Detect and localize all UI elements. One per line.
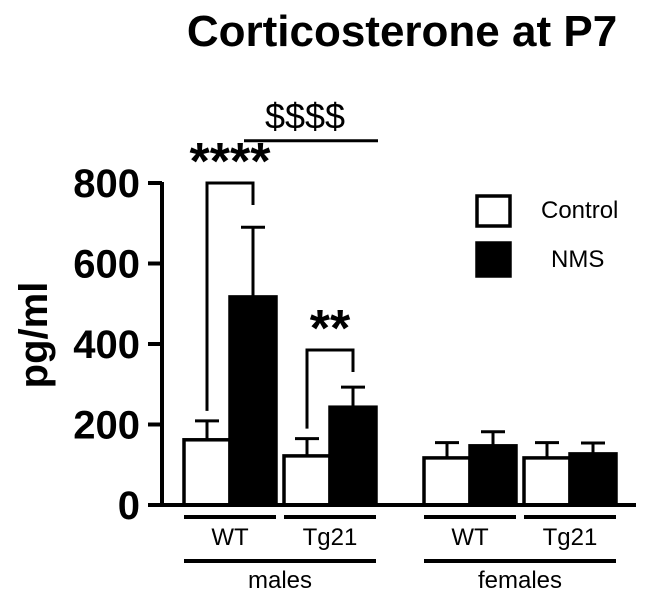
bar-control-females-wt [422,456,472,507]
chart-title: Corticosterone at P7 [187,7,617,56]
significance-wt-label: **** [190,133,272,191]
legend-swatch-control [475,194,512,228]
significance-tg21-label: ** [310,300,351,358]
y-tick-label: 600 [73,243,140,287]
y-tick-label: 400 [73,323,140,367]
significance-annotations: ******$$$$ [190,96,378,429]
y-axis-ticks: 0 200 400 600 800 [73,162,162,528]
bars [182,295,618,507]
y-tick-label: 800 [73,162,140,206]
bar-nms-males-wt [228,295,278,507]
bar-control-males-tg21 [282,454,332,507]
bar-nms-females-tg21 [568,452,618,507]
legend-label-control: Control [541,197,618,224]
y-axis-label: pg/ml [12,282,56,389]
error-bars [195,225,605,458]
genotype-label: Tg21 [543,524,598,551]
genotype-comparison-label: $$$$ [265,96,345,137]
bar-nms-males-tg21 [328,405,378,507]
genotype-label: WT [211,524,249,551]
significance-wt-bracket [205,181,255,411]
legend: Control NMS [475,194,618,278]
y-tick-label: 200 [73,404,140,448]
bar-control-males-wt [182,438,232,507]
bar-nms-females-wt [468,444,518,507]
bar-control-females-tg21 [522,456,572,507]
legend-label-nms: NMS [551,246,604,273]
sex-label: males [248,567,312,594]
x-axis-categories: WT Tg21 WT Tg21 males females [184,515,616,594]
genotype-label: WT [451,524,489,551]
sex-label: females [478,567,562,594]
y-tick-label: 0 [118,484,140,528]
axes [160,182,636,507]
significance-tg21-bracket [305,348,355,429]
legend-swatch-nms [475,241,512,278]
genotype-label: Tg21 [303,524,358,551]
